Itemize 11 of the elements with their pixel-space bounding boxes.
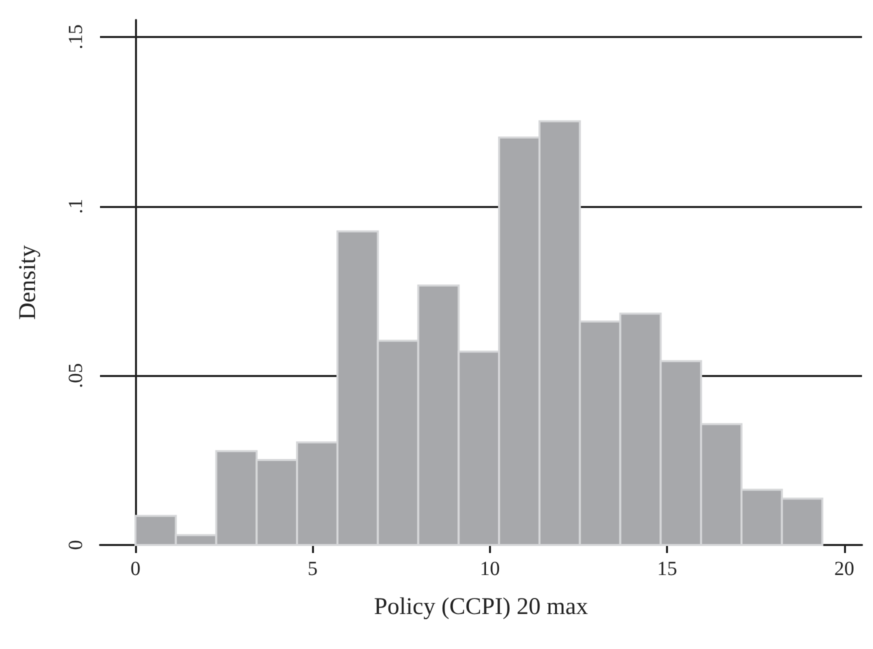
- x-tick-label: 20: [834, 558, 854, 580]
- x-tick-label: 5: [308, 558, 318, 580]
- x-axis-title: Policy (CCPI) 20 max: [374, 594, 588, 620]
- x-tick-label: 15: [657, 558, 678, 580]
- y-tick-label: .15: [65, 24, 87, 50]
- y-tick-label: .1: [65, 198, 87, 214]
- x-tick-label: 0: [130, 558, 140, 580]
- x-tick-label: 10: [480, 558, 500, 580]
- y-axis-title: Density: [15, 245, 41, 320]
- y-tick-label: .05: [65, 363, 87, 388]
- y-tick-label: 0: [65, 540, 87, 550]
